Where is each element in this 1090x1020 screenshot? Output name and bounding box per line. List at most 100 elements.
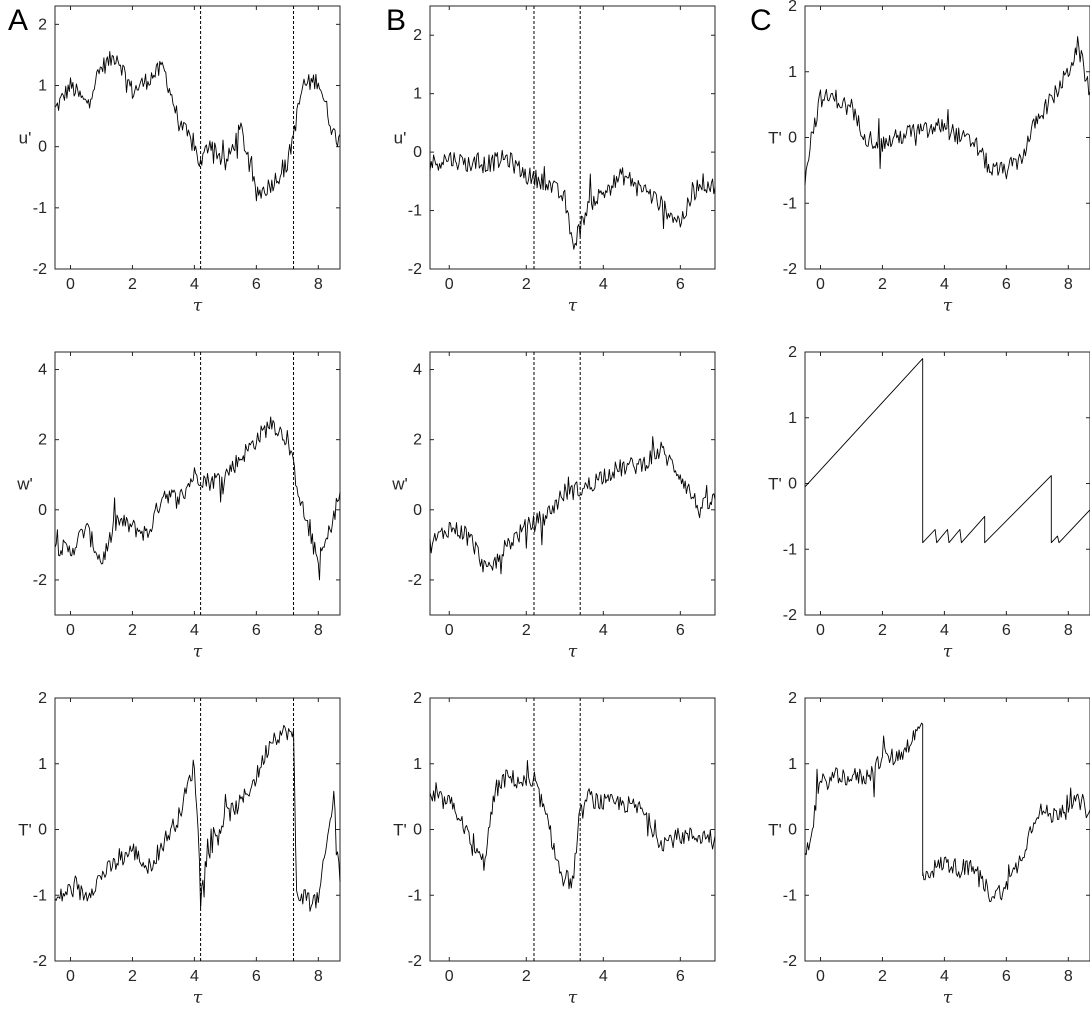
b1-xtick-label: 2	[522, 276, 531, 293]
b2-xtick-label: 6	[676, 622, 685, 639]
c3-ylabel: T'	[768, 821, 782, 840]
c2-xtick-label: 2	[878, 622, 887, 639]
c2-xlabel: τ	[943, 642, 953, 662]
a1-xtick-label: 0	[66, 276, 75, 293]
a1-ytick-label: 0	[38, 139, 47, 156]
a2-xtick-label: 4	[190, 622, 199, 639]
a2-xtick-label: 2	[128, 622, 137, 639]
a2-xtick-label: 6	[252, 622, 261, 639]
a2-ytick-label: 2	[38, 432, 47, 449]
a2-ytick-label: 4	[38, 362, 47, 379]
a3-xtick-label: 6	[252, 968, 261, 985]
c2-ytick-label: -2	[783, 607, 797, 624]
c1-series-line	[804, 36, 1090, 186]
b1-xtick-label: 6	[676, 276, 685, 293]
b2-xtick-label: 0	[445, 622, 454, 639]
a2-axes-frame	[54, 351, 341, 616]
b3-ytick-label: 1	[413, 756, 422, 773]
c2-xtick-label: 6	[1002, 622, 1011, 639]
c2-axes-frame	[804, 351, 1090, 616]
c1-xtick-label: 4	[940, 276, 949, 293]
panel-letter-c: C	[750, 4, 772, 37]
c1-ytick-label: 2	[788, 0, 797, 15]
a1-xtick-label: 6	[252, 276, 261, 293]
b2-ylabel: w'	[391, 475, 408, 494]
b3-ytick-label: 0	[413, 822, 422, 839]
b1-ytick-label: 2	[413, 27, 422, 44]
b2-xtick-label: 2	[522, 622, 531, 639]
c1-ytick-label: 0	[788, 130, 797, 147]
a1-ytick-label: 1	[38, 78, 47, 95]
b3-ylabel: T'	[393, 821, 407, 840]
b3-xtick-label: 6	[676, 968, 685, 985]
b1-xtick-label: 4	[599, 276, 608, 293]
c2-ytick-label: 0	[788, 476, 797, 493]
c2-ytick-label: -1	[783, 541, 797, 558]
a1-ytick-label: -2	[33, 261, 47, 278]
c1-xtick-label: 8	[1064, 276, 1073, 293]
a1-xlabel: τ	[193, 296, 203, 316]
a1-xtick-label: 4	[190, 276, 199, 293]
a1-axes-frame	[54, 5, 341, 270]
a3-xtick-label: 8	[314, 968, 323, 985]
b3-xtick-label: 2	[522, 968, 531, 985]
b1-ytick-label: -1	[408, 203, 422, 220]
c2-xtick-label: 4	[940, 622, 949, 639]
b3-ytick-label: -2	[408, 953, 422, 970]
c2-ytick-label: 1	[788, 410, 797, 427]
a3-ytick-label: 0	[38, 822, 47, 839]
a1-xtick-label: 2	[128, 276, 137, 293]
a3-xtick-label: 0	[66, 968, 75, 985]
a1-ytick-label: -1	[33, 200, 47, 217]
c1-ylabel: T'	[768, 129, 782, 148]
b3-series-line	[429, 760, 716, 890]
c2-xtick-label: 0	[816, 622, 825, 639]
c2-ylabel: T'	[768, 475, 782, 494]
b1-series-line	[429, 149, 716, 250]
b2-xlabel: τ	[568, 642, 578, 662]
c3-xtick-label: 4	[940, 968, 949, 985]
panel-letter-b: B	[386, 4, 407, 37]
a3-ylabel: T'	[18, 821, 32, 840]
b3-xtick-label: 4	[599, 968, 608, 985]
b2-ytick-label: 2	[413, 432, 422, 449]
c3-series-line	[804, 722, 1090, 902]
c1-xtick-label: 6	[1002, 276, 1011, 293]
c3-ytick-label: -2	[783, 953, 797, 970]
c3-ytick-label: 2	[788, 690, 797, 707]
b1-xlabel: τ	[568, 296, 578, 316]
b2-ytick-label: -2	[408, 572, 422, 589]
a1-ytick-label: 2	[38, 16, 47, 33]
a3-ytick-label: -1	[33, 887, 47, 904]
c3-xtick-label: 2	[878, 968, 887, 985]
c1-xtick-label: 0	[816, 276, 825, 293]
c1-ytick-label: -1	[783, 195, 797, 212]
c3-ytick-label: 0	[788, 822, 797, 839]
b3-xlabel: τ	[568, 988, 578, 1008]
c3-xlabel: τ	[943, 988, 953, 1008]
b3-xtick-label: 0	[445, 968, 454, 985]
a3-xtick-label: 2	[128, 968, 137, 985]
a2-xlabel: τ	[193, 642, 203, 662]
b2-axes-frame	[429, 351, 716, 616]
c3-ytick-label: -1	[783, 887, 797, 904]
c1-axes-frame	[804, 5, 1090, 270]
b1-ytick-label: 1	[413, 86, 422, 103]
a3-axes-frame	[54, 697, 341, 962]
a3-ytick-label: 1	[38, 756, 47, 773]
c3-ytick-label: 1	[788, 756, 797, 773]
b3-axes-frame	[429, 697, 716, 962]
c2-ytick-label: 2	[788, 344, 797, 361]
c2-xtick-label: 8	[1064, 622, 1073, 639]
a1-xtick-label: 8	[314, 276, 323, 293]
a2-ytick-label: -2	[33, 572, 47, 589]
c1-ytick-label: 1	[788, 64, 797, 81]
a1-series-line	[54, 51, 341, 202]
b2-series-line	[429, 436, 716, 575]
c3-axes-frame	[804, 697, 1090, 962]
a3-xtick-label: 4	[190, 968, 199, 985]
b1-ylabel: u'	[394, 129, 407, 148]
b3-ytick-label: -1	[408, 887, 422, 904]
